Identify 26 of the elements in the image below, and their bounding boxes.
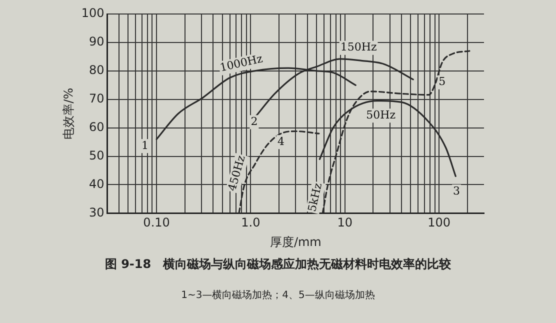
annotation: 1000Hz	[218, 52, 264, 74]
text: 1~3—横向磁场加热；4、5—纵向磁场加热	[180, 288, 376, 302]
x-tick-label: 10	[337, 216, 353, 230]
annotation: 3	[453, 184, 460, 198]
x-axis-title: 厚度/mm	[270, 234, 322, 249]
y-tick-label: 60	[89, 120, 104, 134]
y-tick-label: 30	[89, 205, 104, 220]
y-tick-label: 90	[89, 34, 104, 49]
annotation: 450Hz	[226, 154, 248, 192]
annotation: 2	[250, 115, 258, 128]
x-tick-label: 0.10	[143, 216, 170, 230]
y-tick-label: 100	[81, 6, 104, 20]
y-axis-title: 电效率/%	[61, 88, 76, 140]
annotation: 1	[141, 138, 148, 152]
annotation: 50Hz	[366, 108, 396, 122]
annotation: 150Hz	[340, 40, 377, 54]
text: 图 9-18 横向磁场与纵向磁场感应加热无磁材料时电效率的比较	[104, 256, 452, 273]
y-tick-label: 50	[89, 148, 104, 162]
x-tick-label: 1.0	[241, 216, 260, 230]
annotation: 5	[438, 75, 446, 88]
y-tick-label: 70	[89, 91, 104, 106]
x-tick-label: 100	[428, 216, 451, 230]
y-tick-label: 40	[89, 176, 104, 191]
annotation: 5kHz	[305, 182, 325, 213]
annotation: 4	[277, 134, 284, 148]
y-tick-label: 80	[89, 63, 104, 78]
